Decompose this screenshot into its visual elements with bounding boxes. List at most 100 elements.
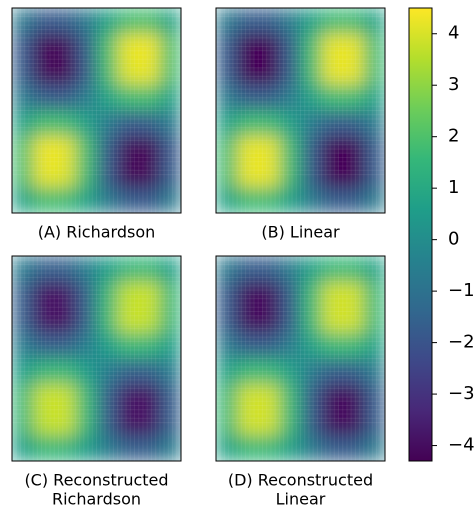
heatmap-cell [258,110,280,137]
heatmap-cell [75,332,97,359]
heatmap-cell [258,332,280,359]
heatmap-cell [75,33,97,60]
heatmap-cell [258,136,280,163]
heatmap-cell [216,8,238,35]
heatmap-cell [138,435,161,461]
heatmap-cell [12,332,34,359]
heatmap-cell [237,187,259,213]
heatmap-cell [216,59,238,86]
heatmap-cell [342,256,365,283]
heatmap-cell [54,409,76,436]
heatmap-cell [321,84,344,111]
heatmap-cell [159,256,181,283]
heatmap-cell [12,136,34,163]
heatmap-cell [33,8,55,35]
heatmap-cell [237,332,259,359]
heatmap-cell [300,307,323,334]
colorbar-tick-label: 2 [448,126,459,147]
heatmap-cell [321,187,344,213]
heatmap-cell [258,256,280,283]
heatmap-panel [12,256,181,461]
heatmap-cell [300,161,323,188]
heatmap-cell [12,84,34,111]
heatmap-cell [33,384,55,411]
heatmap-cell [159,59,181,86]
colorbar-tick-label: 3 [448,74,459,95]
heatmap-cell [363,358,385,385]
heatmap-cell [258,187,280,213]
heatmap-cell [300,110,323,137]
heatmap-cell [159,33,181,60]
heatmap-cell [342,161,365,188]
heatmap-cell [33,409,55,436]
heatmap-cell [321,33,344,60]
heatmap-cell [363,187,385,213]
heatmap-cell [300,84,323,111]
heatmap-cell [96,161,119,188]
heatmap-cell [117,435,140,461]
heatmap-cell [12,409,34,436]
heatmap-cell [96,59,119,86]
heatmap-cell [237,161,259,188]
heatmap-cell [258,33,280,60]
heatmap-cell [12,435,34,461]
heatmap-cell [54,110,76,137]
heatmap-cell [279,136,301,163]
heatmap-cell [300,33,323,60]
heatmap-cell [138,59,161,86]
heatmap-cell [342,409,365,436]
heatmap-cell [342,358,365,385]
heatmap-cell [96,8,119,35]
heatmap-cell [54,256,76,283]
heatmap-cell [237,84,259,111]
heatmap-cell [96,136,119,163]
heatmap-cell [342,84,365,111]
heatmap-cell [321,435,344,461]
heatmap-cell [117,307,140,334]
heatmap-cell [117,409,140,436]
heatmap-cell [216,409,238,436]
heatmap-cell [342,384,365,411]
heatmap-cell [159,136,181,163]
heatmap-cell [96,332,119,359]
heatmap-panel [216,8,385,213]
heatmap-cell [159,161,181,188]
panel-title: (B) Linear [261,223,340,242]
heatmap-cell [363,84,385,111]
heatmap-cell [363,110,385,137]
heatmap-cell [96,110,119,137]
heatmap-cell [342,281,365,308]
heatmap-cell [237,33,259,60]
heatmap-cell [75,384,97,411]
heatmap-cell [54,358,76,385]
heatmap-cell [216,332,238,359]
heatmap-cell [258,59,280,86]
heatmap-cell [300,435,323,461]
heatmap-cell [159,84,181,111]
heatmap-cell [363,161,385,188]
heatmap-cell [342,110,365,137]
heatmap-cell [117,256,140,283]
heatmap-cell [237,8,259,35]
heatmap-cell [279,33,301,60]
heatmap-cell [96,384,119,411]
heatmap-cell [138,281,161,308]
heatmap-cell [96,187,119,213]
heatmap-cell [321,8,344,35]
heatmap-cell [54,435,76,461]
heatmap-cell [258,435,280,461]
heatmap-cell [363,332,385,359]
heatmap-cell [237,59,259,86]
heatmap-cell [363,307,385,334]
heatmap-cell [138,161,161,188]
heatmap-cell [216,136,238,163]
heatmap-cell [216,358,238,385]
heatmap-cell [237,384,259,411]
panel-title: (C) Reconstructed [24,471,168,490]
heatmap-cell [279,384,301,411]
heatmap-cell [12,256,34,283]
heatmap-cells [12,8,181,213]
heatmap-cell [12,307,34,334]
colorbar-tick-label: −3 [448,383,474,404]
heatmap-cells [12,256,181,461]
